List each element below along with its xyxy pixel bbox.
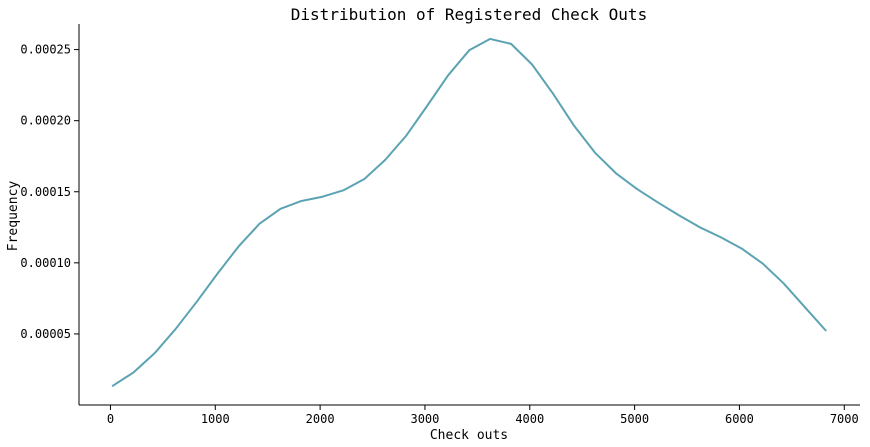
x-tick-label: 3000 <box>410 412 439 426</box>
x-tick-label: 5000 <box>620 412 649 426</box>
x-tick-label: 6000 <box>725 412 754 426</box>
x-tick-label: 1000 <box>201 412 230 426</box>
y-axis-label: Frequency <box>6 181 21 252</box>
x-tick-label: 7000 <box>830 412 859 426</box>
x-axis-label: Check outs <box>430 428 508 443</box>
x-tick-label: 0 <box>107 412 114 426</box>
y-tick-label: 0.00010 <box>20 256 71 270</box>
x-tick-label: 2000 <box>306 412 335 426</box>
x-tick-label: 4000 <box>515 412 544 426</box>
y-axis-ticks: 0.00005 0.00010 0.00015 0.00020 0.00025 <box>20 43 79 341</box>
y-tick-label: 0.00005 <box>20 327 71 341</box>
x-axis-ticks: 0 1000 2000 3000 4000 5000 6000 7000 <box>107 405 859 426</box>
y-tick-label: 0.00025 <box>20 43 71 57</box>
density-line <box>111 37 827 387</box>
chart-title: Distribution of Registered Check Outs <box>291 5 647 24</box>
y-tick-label: 0.00015 <box>20 185 71 199</box>
y-tick-label: 0.00020 <box>20 114 71 128</box>
